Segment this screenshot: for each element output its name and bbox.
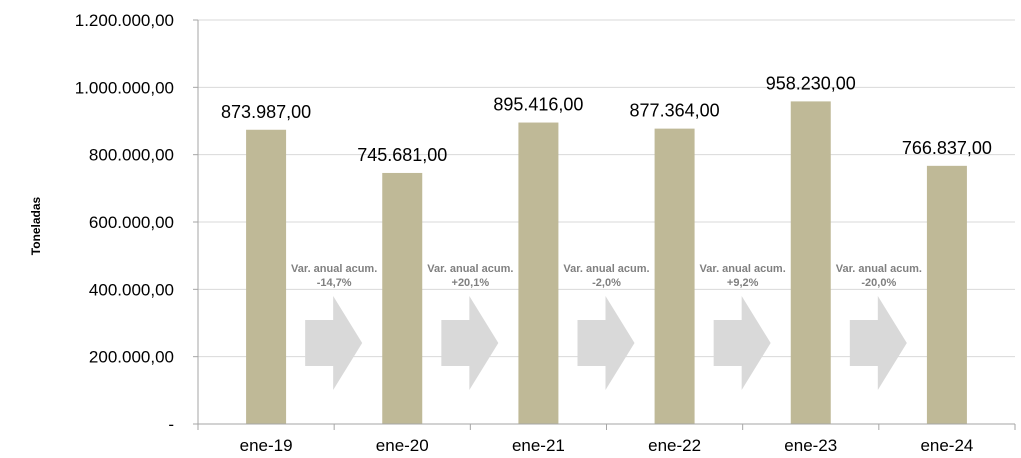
y-tick-label: 200.000,00 [89, 348, 174, 367]
variation-label: Var. anual acum. [291, 263, 377, 275]
data-label: 745.681,00 [357, 145, 447, 165]
variation-value: -2,0% [592, 277, 621, 289]
data-label: 877.364,00 [630, 101, 720, 121]
bars [246, 101, 967, 425]
variation-value: -14,7% [317, 277, 352, 289]
y-axis-label: Toneladas [29, 196, 43, 255]
bar [246, 129, 287, 425]
variation-value: +9,2% [727, 277, 759, 289]
x-tick-label: ene-22 [648, 436, 701, 455]
data-label: 895.416,00 [493, 95, 583, 115]
right-arrow-icon [441, 296, 499, 390]
data-label: 958.230,00 [766, 73, 856, 93]
bar [790, 101, 831, 424]
bar [654, 128, 695, 424]
x-tick-label: ene-24 [920, 436, 973, 455]
x-tick-label: ene-23 [784, 436, 837, 455]
x-tick-label: ene-20 [376, 436, 429, 455]
y-tick-label: 1.000.000,00 [75, 78, 174, 97]
y-tick-label: 800.000,00 [89, 146, 174, 165]
y-tick-label: 400.000,00 [89, 280, 174, 299]
labels: - 200.000,00 400.000,00 600.000,00 800.000,0… [75, 11, 992, 455]
variation-label: Var. anual acum. [700, 263, 786, 275]
x-tick-label: ene-19 [240, 436, 293, 455]
right-arrow-icon [849, 296, 907, 390]
variation-label: Var. anual acum. [836, 263, 922, 275]
bar [382, 172, 423, 424]
data-label: 766.837,00 [902, 138, 992, 158]
variation-label: Var. anual acum. [563, 263, 649, 275]
data-label: 873.987,00 [221, 102, 311, 122]
variation-value: +20,1% [452, 277, 490, 289]
y-tick-label: 1.200.000,00 [75, 11, 174, 30]
variation-value: -20,0% [861, 277, 896, 289]
right-arrow-icon [305, 296, 363, 390]
bar [518, 122, 559, 425]
x-tick-label: ene-21 [512, 436, 565, 455]
bar [926, 165, 967, 424]
axes [193, 19, 1016, 430]
variation-label: Var. anual acum. [427, 263, 513, 275]
y-tick-label: 600.000,00 [89, 213, 174, 232]
variation-arrows [305, 296, 907, 390]
right-arrow-icon [713, 296, 771, 390]
right-arrow-icon [577, 296, 635, 390]
y-tick-label: - [168, 415, 174, 434]
